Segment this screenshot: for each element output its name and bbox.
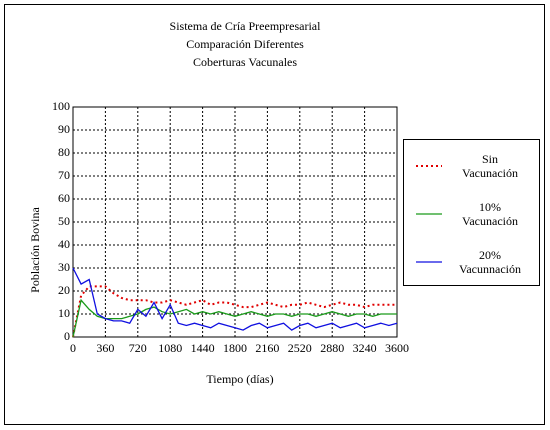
y-axis-label: Población Bovina bbox=[28, 207, 42, 293]
chart-title: Comparación Diferentes bbox=[186, 37, 304, 51]
legend-label: 10% Vacunación bbox=[462, 200, 518, 228]
y-tick-label: 50 bbox=[58, 214, 70, 228]
x-tick-label: 2520 bbox=[288, 341, 312, 355]
chart-title: Sistema de Cría Preempresarial bbox=[170, 19, 322, 33]
x-tick-label: 2880 bbox=[320, 341, 344, 355]
y-tick-label: 20 bbox=[58, 283, 70, 297]
y-tick-label: 40 bbox=[58, 237, 70, 251]
x-tick-label: 720 bbox=[129, 341, 147, 355]
y-tick-label: 90 bbox=[58, 122, 70, 136]
x-tick-label: 1800 bbox=[223, 341, 247, 355]
chart-title: Coberturas Vacunales bbox=[193, 55, 297, 69]
y-tick-label: 80 bbox=[58, 145, 70, 159]
x-tick-label: 360 bbox=[96, 341, 114, 355]
y-tick-label: 100 bbox=[52, 99, 70, 113]
x-tick-label: 2160 bbox=[255, 341, 279, 355]
series-line bbox=[72, 298, 397, 338]
x-tick-label: 0 bbox=[70, 341, 76, 355]
legend-label: 20% Vacunnación bbox=[459, 248, 521, 276]
series-line bbox=[72, 285, 397, 338]
legend-label: Sin Vacunación bbox=[462, 152, 518, 180]
y-tick-label: 70 bbox=[58, 168, 70, 182]
y-tick-label: 10 bbox=[58, 306, 70, 320]
y-tick-label: 0 bbox=[64, 329, 70, 343]
y-tick-label: 30 bbox=[58, 260, 70, 274]
y-tick-label: 60 bbox=[58, 191, 70, 205]
series-line bbox=[72, 267, 398, 331]
x-tick-label: 1080 bbox=[158, 341, 182, 355]
plot-area bbox=[72, 106, 398, 338]
x-axis-label: Tiempo (días) bbox=[206, 372, 273, 386]
x-tick-label: 3240 bbox=[353, 341, 377, 355]
x-tick-label: 1440 bbox=[191, 341, 215, 355]
legend-box bbox=[403, 139, 540, 286]
x-tick-label: 3600 bbox=[385, 341, 409, 355]
